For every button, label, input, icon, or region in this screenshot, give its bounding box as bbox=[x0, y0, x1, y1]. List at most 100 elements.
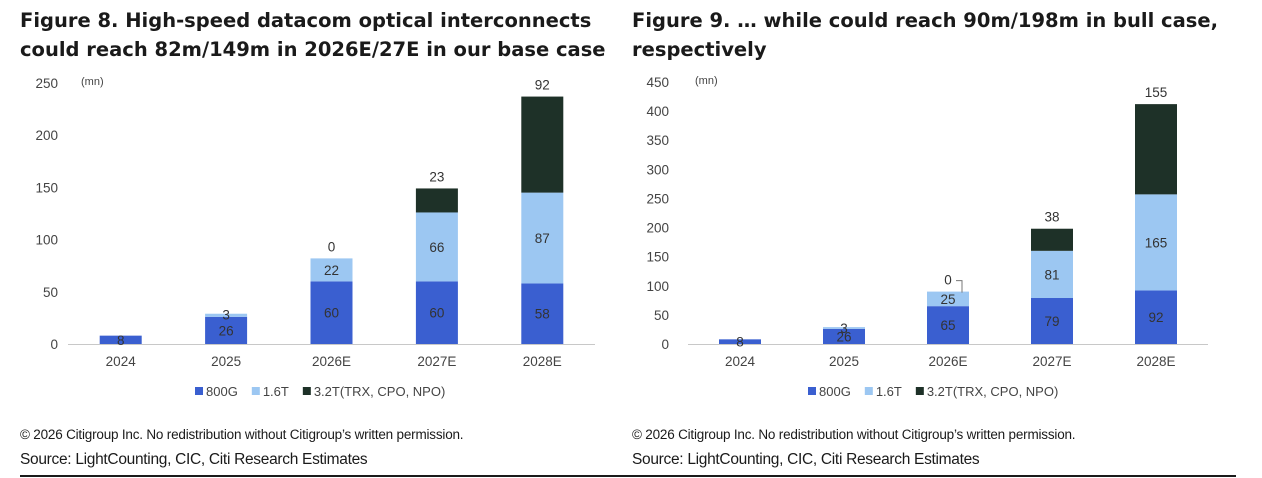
legend-swatch-1-6t bbox=[251, 387, 260, 395]
bar-800g-2024 bbox=[719, 339, 761, 344]
y-tick-label: 0 bbox=[50, 337, 58, 352]
bar-800g-2027e bbox=[1031, 298, 1073, 344]
y-tick-label: 300 bbox=[646, 162, 669, 177]
data-label-800g-2024: 8 bbox=[736, 335, 744, 350]
bar-3-2t-2028e bbox=[521, 96, 564, 193]
legend-swatch-3-2t bbox=[302, 387, 311, 395]
y-tick-label: 450 bbox=[646, 75, 669, 90]
legend-label-800g: 800G bbox=[819, 384, 851, 399]
legend-swatch-800g bbox=[195, 387, 203, 395]
x-tick-label: 2024 bbox=[106, 354, 137, 369]
bar-800g-2025 bbox=[823, 328, 865, 344]
figure-8-copyright: © 2026 Citigroup Inc. No redistribution … bbox=[20, 427, 464, 442]
y-tick-label: 200 bbox=[646, 221, 669, 236]
y-tick-label: 200 bbox=[35, 128, 58, 143]
bar-1-6t-2025 bbox=[205, 313, 248, 317]
bar-1-6t-2028e bbox=[1135, 194, 1177, 291]
y-tick-label: 250 bbox=[35, 76, 58, 91]
x-tick-label: 2027E bbox=[1032, 354, 1071, 369]
data-label-1-6t-2026e: 22 bbox=[324, 263, 339, 278]
legend-swatch-800g bbox=[808, 387, 816, 395]
data-label-1-6t-2028e: 87 bbox=[535, 231, 550, 246]
y-tick-label: 50 bbox=[654, 308, 669, 323]
figure-8-title: Figure 8. High-speed datacom optical int… bbox=[20, 9, 606, 61]
data-label-800g-2028e: 58 bbox=[535, 307, 550, 322]
bar-3-2t-2027e bbox=[1031, 228, 1073, 251]
x-tick-label: 2027E bbox=[417, 354, 456, 369]
bar-1-6t-2027e bbox=[1031, 250, 1073, 299]
x-tick-label: 2024 bbox=[725, 354, 756, 369]
y-tick-label: 350 bbox=[646, 133, 669, 148]
legend: 800G 1.6T 3.2T(TRX, CPO, NPO) bbox=[808, 384, 1058, 399]
data-label-800g-2025: 26 bbox=[836, 329, 851, 344]
data-label-1-6t-2028e: 165 bbox=[1145, 235, 1168, 250]
figure-9-copyright: © 2026 Citigroup Inc. No redistribution … bbox=[632, 427, 1076, 442]
legend-swatch-3-2t bbox=[915, 387, 924, 395]
x-tick-label: 2028E bbox=[523, 354, 562, 369]
bar-1-6t-2027e bbox=[415, 212, 458, 282]
bar-1-6t-2025 bbox=[823, 327, 865, 329]
legend: 800G 1.6T 3.2T(TRX, CPO, NPO) bbox=[195, 384, 445, 399]
bar-800g-2028e bbox=[521, 283, 564, 344]
figure-8-chart: (mn) 0 50 100 150 200 250 8 2024 263 2025 60 22 0 2026… bbox=[35, 76, 595, 399]
data-label-3-2t-2027e: 23 bbox=[429, 169, 444, 184]
figure-9-chart: (mn)050100150200250300350400450820242632… bbox=[646, 75, 1208, 399]
x-tick-label: 2028E bbox=[1136, 354, 1175, 369]
x-tick-label: 2026E bbox=[312, 354, 351, 369]
data-label-3-2t-2028e: 92 bbox=[535, 78, 550, 93]
unit-label: (mn) bbox=[81, 76, 104, 88]
data-label-3-2t-2026e: 0 bbox=[328, 239, 336, 254]
data-label-1-6t-2025: 3 bbox=[222, 308, 230, 323]
legend-label-1-6t: 1.6T bbox=[263, 384, 289, 399]
legend-label-3-2t: 3.2T(TRX, CPO, NPO) bbox=[927, 384, 1058, 399]
y-tick-label: 400 bbox=[646, 104, 669, 119]
data-label-3-2t-2026e: 0 bbox=[944, 273, 952, 288]
legend-label-800g: 800G bbox=[206, 384, 238, 399]
y-tick-label: 100 bbox=[35, 233, 58, 248]
x-tick-label: 2025 bbox=[829, 354, 859, 369]
legend-swatch-1-6t bbox=[864, 387, 873, 395]
data-label-800g-2024: 8 bbox=[117, 333, 125, 348]
data-label-800g-2028e: 92 bbox=[1148, 310, 1163, 325]
data-label-1-6t-2026e: 25 bbox=[940, 292, 955, 307]
figure-9-panel: Figure 9. … while could reach 90m/198m i… bbox=[622, 0, 1262, 478]
data-label-800g-2025: 26 bbox=[219, 323, 234, 338]
bar-3-2t-2027e bbox=[415, 188, 458, 213]
data-label-1-6t-2027e: 81 bbox=[1044, 267, 1059, 282]
bar-800g-2024 bbox=[99, 335, 142, 344]
figure-9-title: Figure 9. … while could reach 90m/198m i… bbox=[632, 9, 1219, 61]
bar-800g-2026e bbox=[927, 306, 969, 344]
y-tick-label: 0 bbox=[661, 337, 669, 352]
data-label-800g-2027e: 79 bbox=[1044, 314, 1059, 329]
bar-1-6t-2026e bbox=[310, 258, 353, 282]
y-tick-label: 150 bbox=[646, 250, 669, 265]
bar-800g-2028e bbox=[1135, 290, 1177, 344]
y-tick-label: 50 bbox=[43, 285, 58, 300]
bar-1-6t-2026e bbox=[927, 291, 969, 307]
data-label-800g-2026e: 60 bbox=[324, 306, 339, 321]
data-label-3-2t-2028e: 155 bbox=[1145, 85, 1168, 100]
data-label-3-2t-2027e: 38 bbox=[1044, 210, 1059, 225]
bar-800g-2026e bbox=[310, 281, 353, 344]
y-tick-label: 150 bbox=[35, 180, 58, 195]
data-label-800g-2026e: 65 bbox=[940, 318, 955, 333]
data-label-800g-2027e: 60 bbox=[429, 306, 444, 321]
unit-label: (mn) bbox=[695, 75, 718, 87]
bar-800g-2027e bbox=[415, 281, 458, 344]
legend-label-1-6t: 1.6T bbox=[876, 384, 902, 399]
bar-1-6t-2028e bbox=[521, 192, 564, 284]
leader-line bbox=[956, 280, 963, 293]
figure-9-source: Source: LightCounting, CIC, Citi Researc… bbox=[632, 451, 980, 468]
data-label-1-6t-2027e: 66 bbox=[429, 240, 444, 255]
y-tick-label: 250 bbox=[646, 191, 669, 206]
bottom-divider bbox=[20, 475, 1236, 477]
figure-8-panel: Figure 8. High-speed datacom optical int… bbox=[0, 0, 620, 478]
x-tick-label: 2025 bbox=[211, 354, 241, 369]
legend-label-3-2t: 3.2T(TRX, CPO, NPO) bbox=[314, 384, 445, 399]
data-label-1-6t-2025: 3 bbox=[840, 321, 848, 336]
bar-3-2t-2028e bbox=[1135, 104, 1177, 195]
y-tick-label: 100 bbox=[646, 279, 669, 294]
bar-800g-2025 bbox=[205, 316, 248, 344]
x-tick-label: 2026E bbox=[928, 354, 967, 369]
figure-8-source: Source: LightCounting, CIC, Citi Researc… bbox=[20, 451, 368, 468]
